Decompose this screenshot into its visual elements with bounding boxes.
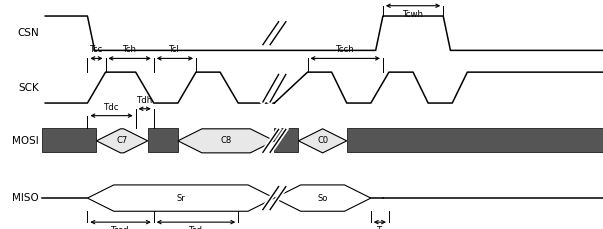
Bar (148, 128, 178, 152)
Text: Tcl: Tcl (169, 45, 180, 54)
Polygon shape (96, 129, 148, 153)
Bar (42, 128, 96, 152)
Polygon shape (178, 129, 274, 153)
Polygon shape (87, 185, 274, 211)
Text: T: T (377, 226, 382, 229)
Text: C0: C0 (317, 136, 328, 145)
Text: C8: C8 (221, 136, 232, 145)
Polygon shape (298, 129, 347, 153)
Text: SCK: SCK (19, 83, 39, 93)
Text: Tdc: Tdc (104, 103, 119, 112)
Text: MISO: MISO (13, 193, 39, 203)
Bar (347, 128, 603, 152)
Text: Tcch: Tcch (336, 45, 355, 54)
Text: Tcd: Tcd (189, 226, 203, 229)
Text: C7: C7 (116, 136, 128, 145)
Text: CSN: CSN (17, 28, 39, 38)
Bar (470, 202, 603, 229)
Text: Tcsd: Tcsd (112, 226, 130, 229)
Polygon shape (274, 185, 371, 211)
Text: Tch: Tch (122, 45, 137, 54)
Text: MOSI: MOSI (13, 136, 39, 146)
Text: Tcwh: Tcwh (403, 10, 423, 19)
Bar (274, 128, 298, 152)
Text: Sr: Sr (177, 194, 185, 203)
Text: So: So (317, 194, 328, 203)
Text: Tdh: Tdh (137, 96, 153, 105)
Text: Tcc: Tcc (90, 45, 103, 54)
